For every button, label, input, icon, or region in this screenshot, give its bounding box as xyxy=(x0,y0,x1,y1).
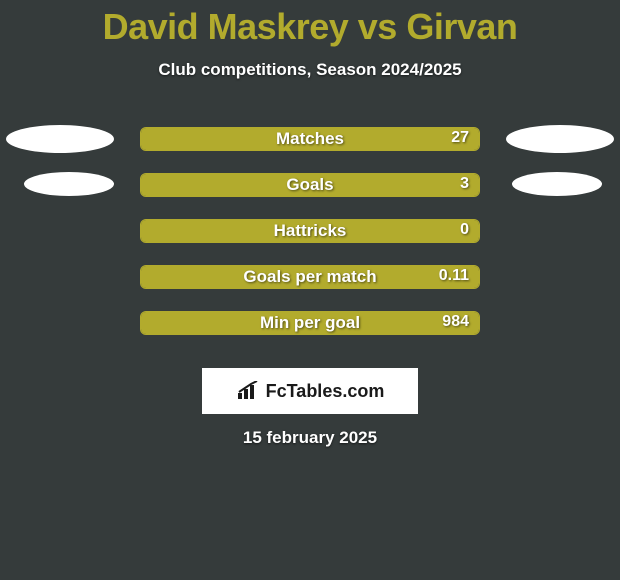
stat-bar-fill-left xyxy=(141,312,479,334)
brand-text: FcTables.com xyxy=(266,381,385,402)
bar-chart-icon xyxy=(236,381,262,401)
brand-box[interactable]: FcTables.com xyxy=(202,368,418,414)
stat-row: Goals3 xyxy=(0,162,620,208)
stats-rows-container: Matches27 Goals3 Hattricks0 Goals per match… xyxy=(0,116,620,346)
stat-bar-track: Hattricks0 xyxy=(140,219,480,243)
stat-bar-fill-left xyxy=(141,128,479,150)
stat-bar-fill-left xyxy=(141,266,479,288)
page-title: David Maskrey vs Girvan xyxy=(0,0,620,48)
stat-row: Goals per match0.11 xyxy=(0,254,620,300)
stat-bar-fill-left xyxy=(141,220,479,242)
stat-bar-track: Matches27 xyxy=(140,127,480,151)
stat-row: Min per goal984 xyxy=(0,300,620,346)
stat-bar-fill-left xyxy=(141,174,479,196)
stats-arena: Matches27 Goals3 Hattricks0 Goals per match… xyxy=(0,116,620,346)
stat-bar-track: Min per goal984 xyxy=(140,311,480,335)
stat-bar-track: Goals3 xyxy=(140,173,480,197)
stat-row: Matches27 xyxy=(0,116,620,162)
page-subtitle: Club competitions, Season 2024/2025 xyxy=(0,60,620,80)
stat-bar-track: Goals per match0.11 xyxy=(140,265,480,289)
footer-date: 15 february 2025 xyxy=(0,428,620,448)
stat-row: Hattricks0 xyxy=(0,208,620,254)
